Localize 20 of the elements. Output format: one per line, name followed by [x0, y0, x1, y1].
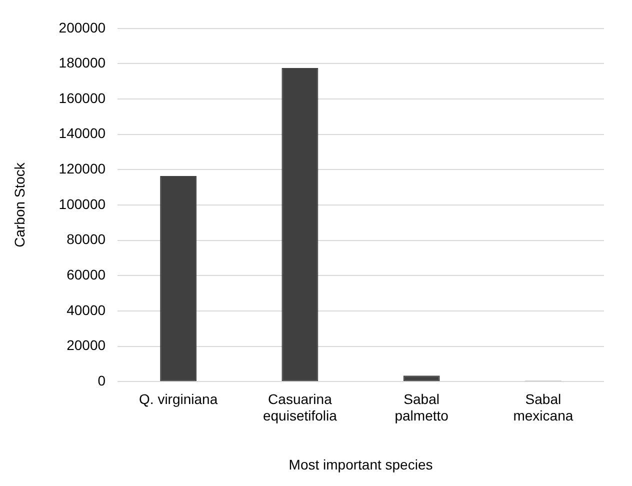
y-tick-label: 20000 — [66, 337, 106, 354]
y-tick-label: 80000 — [66, 231, 106, 248]
y-tick-label: 180000 — [58, 54, 106, 71]
y-tick-label: 100000 — [58, 196, 106, 212]
y-tick-label: 60000 — [66, 266, 106, 282]
x-tick-label: Q. virginiana — [139, 390, 218, 407]
x-tick-label: Sabal mexicana — [513, 390, 574, 424]
x-axis-title: Most important species — [288, 456, 433, 472]
y-tick-label: 160000 — [58, 90, 106, 106]
x-tick-label: Casuarina equisetifolia — [262, 390, 338, 424]
x-tick-label: Sabal palmetto — [394, 390, 449, 424]
y-tick-label: 0 — [98, 372, 106, 388]
y-tick-label: 120000 — [58, 160, 106, 177]
bar — [282, 68, 318, 382]
bar — [403, 376, 440, 382]
bar — [160, 176, 197, 382]
y-tick-label: 200000 — [58, 19, 106, 36]
y-tick-label: 40000 — [66, 302, 106, 318]
y-tick-label: 140000 — [58, 125, 106, 142]
y-axis-title: Carbon Stock — [11, 162, 28, 248]
